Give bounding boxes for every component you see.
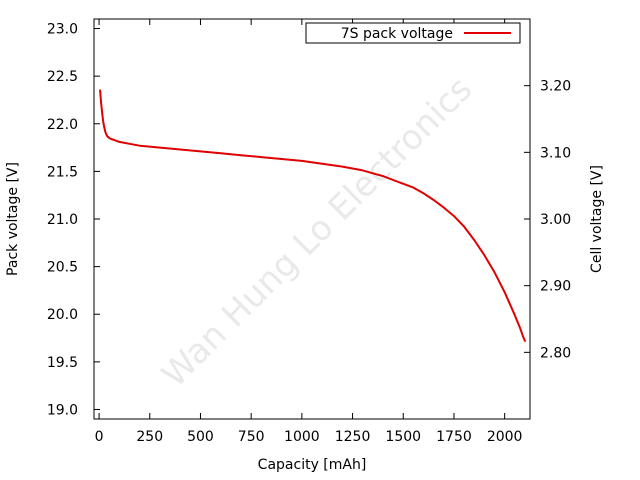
y-axis-label: Pack voltage [V] (5, 162, 21, 276)
x-tick-label: 250 (136, 429, 163, 445)
x-tick-label: 500 (187, 429, 214, 445)
legend-label: 7S pack voltage (341, 26, 453, 42)
y2-tick-label: 3.20 (540, 79, 571, 95)
series-line (99, 89, 526, 342)
legend-box (305, 22, 521, 44)
x-tick-label: 2000 (487, 429, 523, 445)
y-tick-label: 22.5 (47, 69, 78, 85)
watermark: Wan Hung Lo Electronics (154, 69, 480, 395)
y2-axis-label: Cell voltage [V] (589, 165, 605, 273)
y-tick-label: 19.5 (47, 355, 78, 371)
y-tick-label: 20.5 (47, 260, 78, 276)
y2-tick-label: 2.90 (540, 279, 571, 295)
series-layer (99, 89, 526, 342)
y-tick-label: 20.0 (47, 307, 78, 323)
y-tick-label: 23.0 (47, 22, 78, 38)
x-tick-label: 1000 (284, 429, 320, 445)
x-tick-label: 1500 (385, 429, 421, 445)
legend: 7S pack voltage (305, 22, 521, 44)
x-tick-label: 1750 (436, 429, 472, 445)
y2-tick-label: 3.10 (540, 145, 571, 161)
x-tick-label: 1250 (335, 429, 371, 445)
x-axis-label: Capacity [mAh] (258, 457, 367, 473)
y2-tick-label: 3.00 (540, 212, 571, 228)
y-tick-label: 19.0 (47, 402, 78, 418)
y2-tick-label: 2.80 (540, 345, 571, 361)
ticks-layer: 0 250 500 750 1000 1250 1500 1750 2000 19.0 19.5 20… (47, 19, 571, 445)
y-tick-label: 22.0 (47, 117, 78, 133)
x-tick-label: 0 (95, 429, 104, 445)
y-tick-label: 21.0 (47, 212, 78, 228)
x-tick-label: 750 (238, 429, 265, 445)
y-tick-label: 21.5 (47, 164, 78, 180)
